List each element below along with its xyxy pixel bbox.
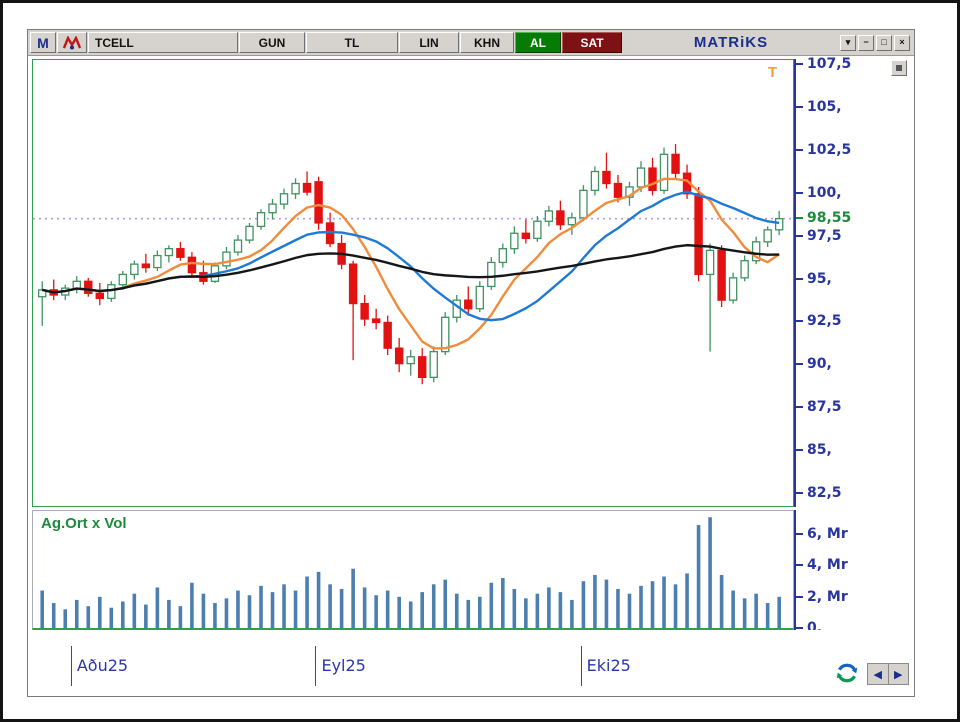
- period-button[interactable]: GUN: [239, 32, 305, 53]
- price-tick: 92,5: [796, 313, 842, 329]
- close-button[interactable]: ×: [894, 34, 910, 51]
- time-tick: [70, 646, 72, 686]
- candlestick-plot: [33, 144, 793, 385]
- pane-dot-icon: [896, 65, 902, 71]
- volume-bars-plot: [40, 517, 781, 628]
- price-tick: 82,5: [796, 485, 842, 501]
- price-tick: 85,: [796, 442, 832, 458]
- restore-button[interactable]: □: [876, 34, 892, 51]
- volume-tick: 0,: [796, 620, 822, 630]
- time-tick: [580, 646, 582, 686]
- volume-chart-panel[interactable]: Ag.Ort x Vol: [32, 510, 794, 630]
- matriks-logo-icon: [57, 32, 87, 53]
- time-label: Eyl25: [321, 656, 366, 675]
- volume-axis: 6, Mr 4, Mr 2, Mr 0,: [794, 510, 908, 630]
- price-tick: 102,5: [796, 142, 851, 158]
- minimize-button[interactable]: −: [858, 34, 874, 51]
- volume-tick: 4, Mr: [796, 557, 848, 573]
- refresh-button[interactable]: [834, 660, 860, 686]
- time-tick: [315, 646, 317, 686]
- price-tick: 97,5: [796, 228, 842, 244]
- price-tick: 90,: [796, 356, 832, 372]
- price-tick: 87,5: [796, 399, 842, 415]
- pane-corner-button[interactable]: [891, 60, 907, 76]
- price-tick: 107,5: [796, 56, 851, 72]
- price-tick: 100,: [796, 185, 842, 201]
- currency-button[interactable]: TL: [306, 32, 398, 53]
- annotation-t: T: [767, 64, 777, 81]
- time-axis: Aðu25 Eyl25 Eki25: [32, 642, 908, 690]
- chart-window: M TCELL GUN TL LIN KHN AL SAT MATRiKS ▾ …: [27, 29, 915, 697]
- time-label: Eki25: [586, 656, 631, 675]
- buy-button[interactable]: AL: [515, 32, 561, 53]
- scale-button[interactable]: LIN: [399, 32, 459, 53]
- sell-button[interactable]: SAT: [562, 32, 622, 53]
- price-tick: 105,: [796, 99, 842, 115]
- chevron-down-icon[interactable]: ▾: [840, 34, 856, 51]
- toolbar: M TCELL GUN TL LIN KHN AL SAT MATRiKS ▾ …: [28, 30, 914, 56]
- scroll-arrows: ◀ ▶: [867, 663, 909, 685]
- price-chart-panel[interactable]: T: [32, 59, 794, 507]
- khn-button[interactable]: KHN: [460, 32, 514, 53]
- next-arrow-button[interactable]: ▶: [887, 664, 909, 684]
- time-label: Aðu25: [76, 656, 129, 675]
- price-tick: 95,: [796, 271, 832, 287]
- volume-tick: 6, Mr: [796, 526, 848, 542]
- window-controls: ▾ − □ ×: [840, 32, 912, 53]
- price-axis: 107,5 105, 102,5 100, 97,5 95, 92,5 90, 87,5 85, 8…: [794, 56, 908, 507]
- volume-tick: 2, Mr: [796, 589, 848, 605]
- symbol-field[interactable]: TCELL: [88, 32, 238, 53]
- refresh-icon: [836, 663, 858, 683]
- brand-logo: MATRiKS: [693, 34, 769, 51]
- last-price-label: 98,55: [796, 210, 851, 226]
- volume-indicator-label: Ag.Ort x Vol: [41, 515, 127, 532]
- prev-arrow-button[interactable]: ◀: [873, 668, 882, 681]
- app-menu-button[interactable]: M: [30, 32, 56, 53]
